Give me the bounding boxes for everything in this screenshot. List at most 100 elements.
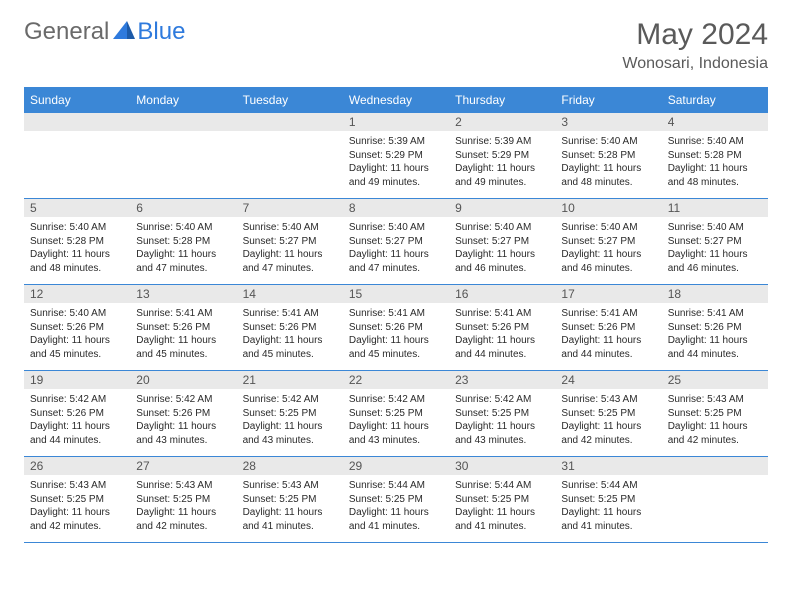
- calendar-cell: 13Sunrise: 5:41 AMSunset: 5:26 PMDayligh…: [130, 285, 236, 371]
- day-number: 18: [662, 285, 768, 303]
- weekday-header: Saturday: [662, 88, 768, 113]
- day-details: Sunrise: 5:40 AMSunset: 5:28 PMDaylight:…: [662, 131, 768, 195]
- calendar-cell: 30Sunrise: 5:44 AMSunset: 5:25 PMDayligh…: [449, 457, 555, 543]
- calendar-cell: 10Sunrise: 5:40 AMSunset: 5:27 PMDayligh…: [555, 199, 661, 285]
- calendar-cell: 14Sunrise: 5:41 AMSunset: 5:26 PMDayligh…: [237, 285, 343, 371]
- day-number: 29: [343, 457, 449, 475]
- calendar-cell: 6Sunrise: 5:40 AMSunset: 5:28 PMDaylight…: [130, 199, 236, 285]
- calendar-table: Sunday Monday Tuesday Wednesday Thursday…: [24, 87, 768, 543]
- day-details: Sunrise: 5:42 AMSunset: 5:25 PMDaylight:…: [449, 389, 555, 453]
- day-details: Sunrise: 5:42 AMSunset: 5:25 PMDaylight:…: [343, 389, 449, 453]
- day-number: 1: [343, 113, 449, 131]
- day-details: Sunrise: 5:41 AMSunset: 5:26 PMDaylight:…: [662, 303, 768, 367]
- day-details: Sunrise: 5:44 AMSunset: 5:25 PMDaylight:…: [555, 475, 661, 539]
- calendar-cell: 2Sunrise: 5:39 AMSunset: 5:29 PMDaylight…: [449, 113, 555, 199]
- day-details: Sunrise: 5:43 AMSunset: 5:25 PMDaylight:…: [24, 475, 130, 539]
- calendar-body: 1Sunrise: 5:39 AMSunset: 5:29 PMDaylight…: [24, 113, 768, 543]
- day-number-empty: [24, 113, 130, 131]
- logo: General Blue: [24, 18, 185, 46]
- weekday-header: Friday: [555, 88, 661, 113]
- triangle-icon: [113, 18, 135, 46]
- day-number: 10: [555, 199, 661, 217]
- day-number: 3: [555, 113, 661, 131]
- day-number: 26: [24, 457, 130, 475]
- day-number: 5: [24, 199, 130, 217]
- calendar-cell: 1Sunrise: 5:39 AMSunset: 5:29 PMDaylight…: [343, 113, 449, 199]
- day-details: Sunrise: 5:41 AMSunset: 5:26 PMDaylight:…: [555, 303, 661, 367]
- day-number-empty: [237, 113, 343, 131]
- calendar-cell: 15Sunrise: 5:41 AMSunset: 5:26 PMDayligh…: [343, 285, 449, 371]
- calendar-cell: 4Sunrise: 5:40 AMSunset: 5:28 PMDaylight…: [662, 113, 768, 199]
- day-details: Sunrise: 5:40 AMSunset: 5:28 PMDaylight:…: [555, 131, 661, 195]
- day-number: 21: [237, 371, 343, 389]
- calendar-cell: 21Sunrise: 5:42 AMSunset: 5:25 PMDayligh…: [237, 371, 343, 457]
- calendar-cell: 3Sunrise: 5:40 AMSunset: 5:28 PMDaylight…: [555, 113, 661, 199]
- day-details: Sunrise: 5:41 AMSunset: 5:26 PMDaylight:…: [237, 303, 343, 367]
- day-number: 22: [343, 371, 449, 389]
- day-number: 12: [24, 285, 130, 303]
- day-number: 25: [662, 371, 768, 389]
- calendar-cell: 26Sunrise: 5:43 AMSunset: 5:25 PMDayligh…: [24, 457, 130, 543]
- day-details: Sunrise: 5:42 AMSunset: 5:26 PMDaylight:…: [130, 389, 236, 453]
- day-number: 27: [130, 457, 236, 475]
- day-number: 30: [449, 457, 555, 475]
- day-number: 31: [555, 457, 661, 475]
- calendar-cell: 17Sunrise: 5:41 AMSunset: 5:26 PMDayligh…: [555, 285, 661, 371]
- day-number: 15: [343, 285, 449, 303]
- calendar-row: 19Sunrise: 5:42 AMSunset: 5:26 PMDayligh…: [24, 371, 768, 457]
- calendar-cell: 31Sunrise: 5:44 AMSunset: 5:25 PMDayligh…: [555, 457, 661, 543]
- logo-text-1: General: [24, 18, 109, 46]
- day-number: 14: [237, 285, 343, 303]
- calendar-cell: 7Sunrise: 5:40 AMSunset: 5:27 PMDaylight…: [237, 199, 343, 285]
- weekday-header: Tuesday: [237, 88, 343, 113]
- calendar-cell: 24Sunrise: 5:43 AMSunset: 5:25 PMDayligh…: [555, 371, 661, 457]
- day-number: 9: [449, 199, 555, 217]
- calendar-row: 5Sunrise: 5:40 AMSunset: 5:28 PMDaylight…: [24, 199, 768, 285]
- calendar-cell: 5Sunrise: 5:40 AMSunset: 5:28 PMDaylight…: [24, 199, 130, 285]
- calendar-cell: [662, 457, 768, 543]
- day-number: 28: [237, 457, 343, 475]
- logo-text-2: Blue: [137, 18, 185, 46]
- day-details: Sunrise: 5:43 AMSunset: 5:25 PMDaylight:…: [662, 389, 768, 453]
- calendar-cell: 18Sunrise: 5:41 AMSunset: 5:26 PMDayligh…: [662, 285, 768, 371]
- day-details: Sunrise: 5:39 AMSunset: 5:29 PMDaylight:…: [449, 131, 555, 195]
- day-number-empty: [662, 457, 768, 475]
- weekday-header: Wednesday: [343, 88, 449, 113]
- calendar-row: 1Sunrise: 5:39 AMSunset: 5:29 PMDaylight…: [24, 113, 768, 199]
- calendar-cell: 9Sunrise: 5:40 AMSunset: 5:27 PMDaylight…: [449, 199, 555, 285]
- day-details: Sunrise: 5:39 AMSunset: 5:29 PMDaylight:…: [343, 131, 449, 195]
- calendar-cell: 20Sunrise: 5:42 AMSunset: 5:26 PMDayligh…: [130, 371, 236, 457]
- day-details: Sunrise: 5:43 AMSunset: 5:25 PMDaylight:…: [237, 475, 343, 539]
- day-details: Sunrise: 5:40 AMSunset: 5:27 PMDaylight:…: [237, 217, 343, 281]
- calendar-cell: 22Sunrise: 5:42 AMSunset: 5:25 PMDayligh…: [343, 371, 449, 457]
- weekday-header: Thursday: [449, 88, 555, 113]
- day-number-empty: [130, 113, 236, 131]
- day-details: Sunrise: 5:40 AMSunset: 5:28 PMDaylight:…: [24, 217, 130, 281]
- calendar-cell: [130, 113, 236, 199]
- day-details: Sunrise: 5:40 AMSunset: 5:27 PMDaylight:…: [449, 217, 555, 281]
- day-details: Sunrise: 5:40 AMSunset: 5:28 PMDaylight:…: [130, 217, 236, 281]
- calendar-cell: 29Sunrise: 5:44 AMSunset: 5:25 PMDayligh…: [343, 457, 449, 543]
- day-number: 8: [343, 199, 449, 217]
- weekday-header-row: Sunday Monday Tuesday Wednesday Thursday…: [24, 88, 768, 113]
- day-number: 19: [24, 371, 130, 389]
- calendar-cell: 12Sunrise: 5:40 AMSunset: 5:26 PMDayligh…: [24, 285, 130, 371]
- day-number: 11: [662, 199, 768, 217]
- calendar-cell: [24, 113, 130, 199]
- calendar-cell: 27Sunrise: 5:43 AMSunset: 5:25 PMDayligh…: [130, 457, 236, 543]
- day-details: Sunrise: 5:41 AMSunset: 5:26 PMDaylight:…: [449, 303, 555, 367]
- calendar-cell: 16Sunrise: 5:41 AMSunset: 5:26 PMDayligh…: [449, 285, 555, 371]
- day-details: Sunrise: 5:44 AMSunset: 5:25 PMDaylight:…: [449, 475, 555, 539]
- day-details: Sunrise: 5:40 AMSunset: 5:27 PMDaylight:…: [555, 217, 661, 281]
- day-details: Sunrise: 5:41 AMSunset: 5:26 PMDaylight:…: [130, 303, 236, 367]
- day-number: 13: [130, 285, 236, 303]
- day-number: 23: [449, 371, 555, 389]
- calendar-row: 12Sunrise: 5:40 AMSunset: 5:26 PMDayligh…: [24, 285, 768, 371]
- calendar-cell: 19Sunrise: 5:42 AMSunset: 5:26 PMDayligh…: [24, 371, 130, 457]
- calendar-cell: 8Sunrise: 5:40 AMSunset: 5:27 PMDaylight…: [343, 199, 449, 285]
- weekday-header: Monday: [130, 88, 236, 113]
- header: General Blue May 2024 Wonosari, Indonesi…: [24, 18, 768, 73]
- day-number: 7: [237, 199, 343, 217]
- month-title: May 2024: [622, 18, 768, 51]
- calendar-row: 26Sunrise: 5:43 AMSunset: 5:25 PMDayligh…: [24, 457, 768, 543]
